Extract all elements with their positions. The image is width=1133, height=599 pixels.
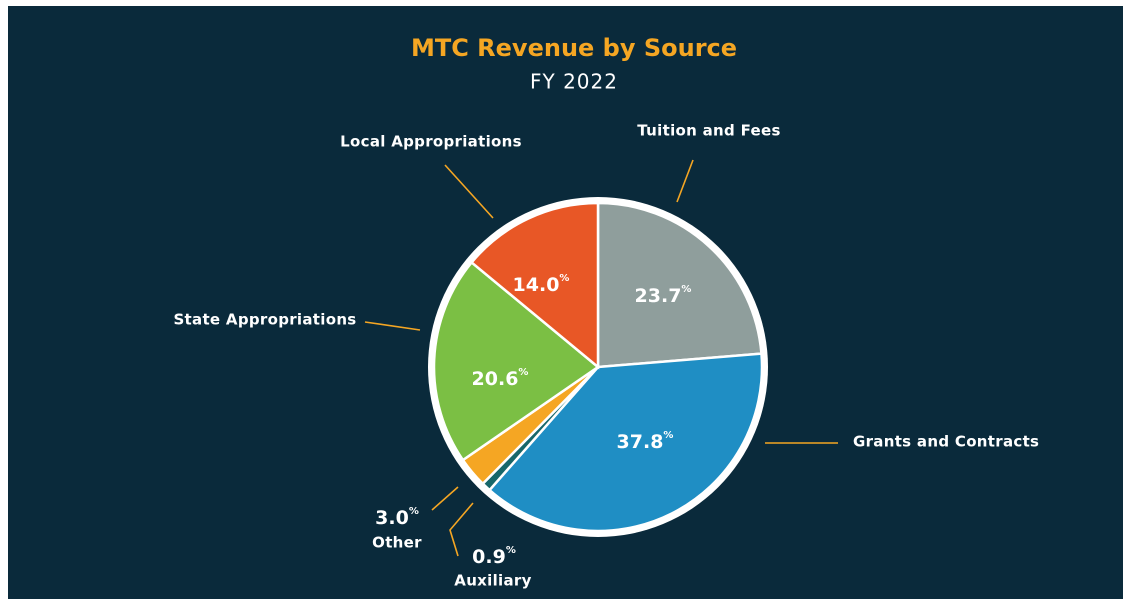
value-label: 3.0%: [375, 506, 419, 529]
chart-subtitle: FY 2022: [530, 70, 618, 94]
category-label: State Appropriations: [173, 311, 356, 329]
leader-line: [431, 486, 459, 511]
chart-title: MTC Revenue by Source: [411, 34, 737, 62]
value-label: 0.9%: [472, 545, 516, 568]
category-label: Grants and Contracts: [853, 433, 1039, 451]
category-label: Auxiliary: [454, 572, 531, 590]
pie-slice: [432, 260, 601, 462]
pie-slice: [469, 201, 600, 370]
category-label: Tuition and Fees: [637, 122, 780, 140]
category-label: Local Appropriations: [340, 133, 522, 151]
leader-line: [449, 502, 474, 557]
leader-line: [364, 321, 421, 331]
value-label: 14.0%: [513, 273, 570, 296]
pie-slice: [596, 201, 763, 369]
pie-slice: [487, 352, 764, 533]
leader-line: [444, 164, 494, 219]
value-label: 20.6%: [472, 367, 529, 390]
value-label: 23.7%: [635, 284, 692, 307]
value-label: 37.8%: [617, 430, 674, 453]
category-label: Other: [372, 534, 422, 552]
leader-line: [676, 159, 694, 203]
